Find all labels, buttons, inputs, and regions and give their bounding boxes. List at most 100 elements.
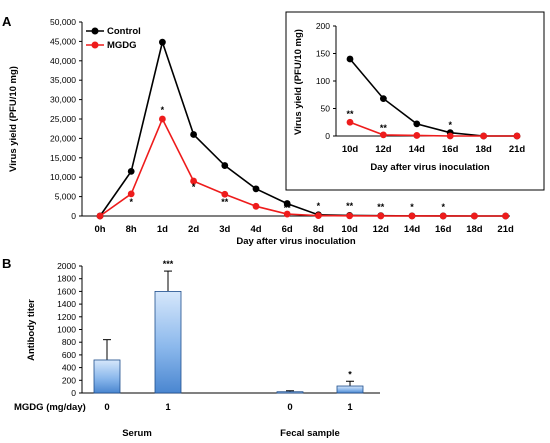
panel-a-significance-mark: * <box>441 202 445 212</box>
inset-x-tick-label: 18d <box>475 144 492 155</box>
panel-b-y-axis-label: Antibody titer <box>26 299 37 361</box>
panel-b-label: B <box>2 256 11 271</box>
panel-a-y-tick-label: 20,000 <box>50 133 76 143</box>
inset-x-tick-label: 21d <box>509 144 526 155</box>
panel-a-x-ticks: 0h 8h 1d 2d 3d 4d 6d 8d 10d 12d 14d 16d 18d 21d <box>94 224 514 235</box>
series-mgdg-point <box>502 212 509 220</box>
panel-a-line-chart: A 0 5,000 10,000 15,000 20,000 25,000 30,000 35… <box>2 14 514 247</box>
panel-a-x-tick-label: 2d <box>188 224 199 235</box>
inset-series-mgdg-point <box>480 132 487 140</box>
panel-a-y-axis-label: Virus yield (PFU/10 mg) <box>8 66 19 172</box>
inset-series-control-point <box>346 55 354 63</box>
inset-significance-marks: **** * * <box>346 109 452 133</box>
panel-a-significance-mark: ** <box>346 201 354 211</box>
inset-x-ticks: 10d 12d 14d 16d 18d 21d <box>342 144 526 155</box>
series-mgdg-point <box>159 115 166 123</box>
panel-a-x-tick-label: 1d <box>157 224 168 235</box>
inset-x-axis-label: Day after virus inoculation <box>370 162 490 173</box>
series-mgdg-point <box>252 202 260 210</box>
panel-a-y-tick-label: 10,000 <box>50 172 76 182</box>
inset-significance-mark: * <box>415 121 419 131</box>
panel-b-significance-marks: **** <box>163 259 353 379</box>
inset-x-tick-label: 10d <box>342 144 359 155</box>
inset-series <box>346 55 521 140</box>
inset-series-mgdg-point <box>413 132 421 139</box>
inset-series-control-point <box>413 120 421 128</box>
panel-a-significance-mark: * <box>192 182 196 192</box>
series-mgdg-point <box>283 210 291 218</box>
panel-a-x-tick-label: 18d <box>466 224 483 235</box>
inset-x-tick-label: 16d <box>442 144 459 155</box>
series-mgdg-point <box>408 212 416 220</box>
legend-mgdg-marker <box>91 41 99 49</box>
panel-b-significance-mark: * <box>348 369 352 379</box>
panel-a-y-tick-label: 35,000 <box>50 75 76 85</box>
panel-a-x-tick-label: 4d <box>250 224 261 235</box>
panel-a-significance-mark: * <box>410 202 414 212</box>
panel-a-series <box>96 38 509 220</box>
inset-y-tick-label: 100 <box>316 76 330 86</box>
series-mgdg-point <box>315 212 322 220</box>
inset-x-tick-label: 14d <box>409 144 426 155</box>
panel-a-significance-mark: * <box>317 201 321 211</box>
panel-a-significance-mark: ** <box>377 202 385 212</box>
panel-b-y-tick-label: 2000 <box>57 261 76 271</box>
panel-b-group-serum: Serum <box>122 428 152 439</box>
panel-a-y-tick-label: 15,000 <box>50 153 76 163</box>
series-control-point <box>283 200 291 207</box>
panel-a-y-tick-label: 45,000 <box>50 36 76 46</box>
panel-b-y-tick-label: 0 <box>71 388 76 398</box>
inset-y-tick-label: 200 <box>316 21 330 31</box>
panel-a-y-tick-label: 40,000 <box>50 56 76 66</box>
panel-a-x-tick-label: 6d <box>282 224 293 235</box>
panel-b-dose-label: 0 <box>104 402 109 413</box>
inset-x-tick-label: 12d <box>375 144 392 155</box>
panel-a-x-axis-label: Day after virus inoculation <box>236 236 356 247</box>
inset-significance-mark: ** <box>346 109 354 119</box>
panel-a-x-tick-label: 0h <box>94 224 105 235</box>
panel-b-dose-label: 0 <box>287 402 292 413</box>
panel-b-bar-chart: B 0200400600800100012001400160018002000 … <box>2 256 380 439</box>
inset-series-mgdg-point <box>346 118 354 126</box>
panel-a-x-tick-label: 12d <box>373 224 390 235</box>
series-control-point <box>252 185 260 193</box>
bar <box>336 385 364 394</box>
panel-a-x-tick-label: 8h <box>126 224 137 235</box>
series-mgdg-point <box>346 212 353 220</box>
panel-b-y-tick-label: 1200 <box>57 312 76 322</box>
panel-b-y-tick-label: 1800 <box>57 274 76 284</box>
panel-a-y-tick-label: 25,000 <box>50 114 76 124</box>
inset-significance-mark: ** <box>380 123 388 133</box>
panel-a-x-tick-label: 8d <box>313 224 324 235</box>
bar <box>154 290 182 394</box>
series-mgdg-point <box>471 212 478 220</box>
inset-y-ticks: 0 50 100 150 200 <box>316 21 336 141</box>
panel-b-y-tick-label: 1400 <box>57 299 76 309</box>
panel-a-y-tick-label: 5,000 <box>55 192 77 202</box>
series-mgdg-point <box>377 212 385 220</box>
inset-series-mgdg-point <box>446 132 454 140</box>
panel-a-significance-mark: * <box>161 105 165 115</box>
legend-control-marker <box>91 27 99 35</box>
legend-mgdg-label: MGDG <box>107 40 137 51</box>
panel-b-y-tick-label: 1600 <box>57 286 76 296</box>
inset-y-axis-label: Virus yield (PFU/10 mg) <box>293 29 304 135</box>
panel-b-significance-mark: *** <box>163 259 174 269</box>
panel-a-label: A <box>2 14 12 29</box>
inset-series-control-point <box>380 95 387 102</box>
panel-b-dose-labels: 0 1 0 1 <box>104 402 353 413</box>
panel-b-y-tick-label: 800 <box>62 337 76 347</box>
panel-b-y-tick-label: 1000 <box>57 325 76 335</box>
series-control-point <box>190 131 198 138</box>
inset-significance-mark: * <box>448 120 452 130</box>
series-mgdg-line <box>99 117 506 217</box>
panel-a-legend: Control MGDG <box>86 26 141 51</box>
panel-b-y-tick-label: 200 <box>62 375 76 385</box>
inset-series-mgdg-point <box>380 131 387 139</box>
bar <box>276 391 304 394</box>
panel-b-bars <box>93 270 364 394</box>
inset-series-mgdg-line <box>349 121 517 137</box>
panel-b-group-fecal: Fecal sample <box>280 428 340 439</box>
